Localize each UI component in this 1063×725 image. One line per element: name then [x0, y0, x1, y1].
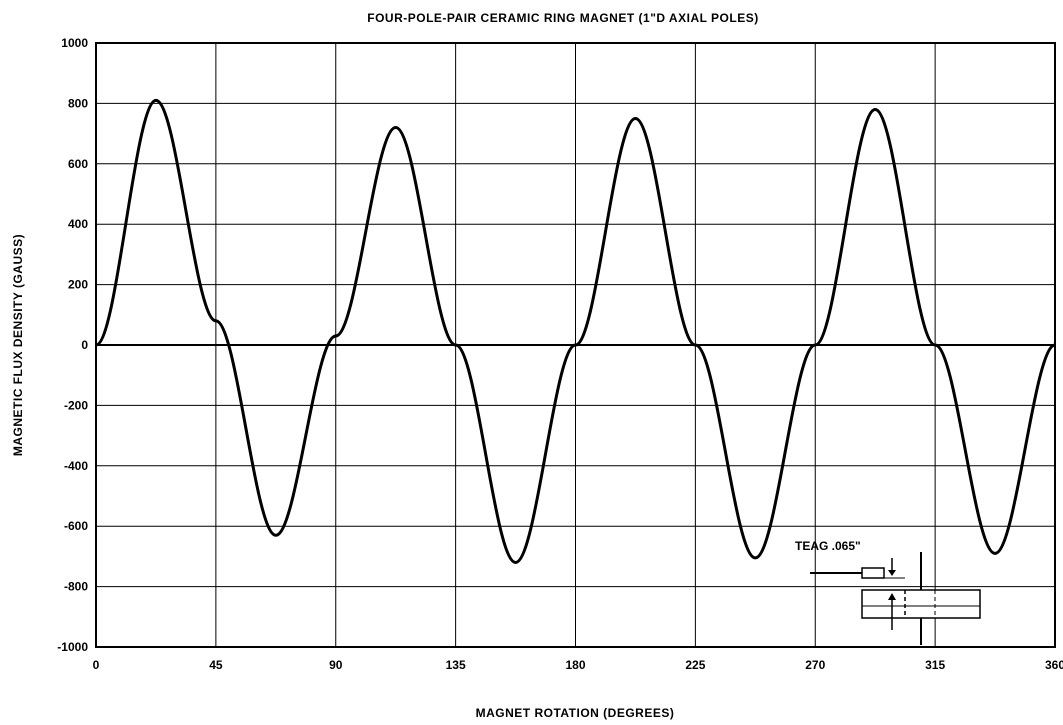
y-tick-label: 600: [68, 157, 88, 171]
y-tick-label: 1000: [61, 36, 88, 50]
sensor-diagram: TEAG .065": [795, 539, 981, 645]
x-tick-label: 180: [565, 658, 585, 672]
y-axis-label: MAGNETIC FLUX DENSITY (GAUSS): [11, 234, 25, 456]
x-tick-label: 225: [685, 658, 705, 672]
y-tick-label: 200: [68, 278, 88, 292]
x-tick-label: 315: [925, 658, 945, 672]
y-tick-label: 800: [68, 96, 88, 110]
x-tick-label: 90: [329, 658, 343, 672]
y-tick-label: -400: [64, 459, 88, 473]
y-tick-label: -800: [64, 580, 88, 594]
y-tick-label: 400: [68, 217, 88, 231]
y-tick-label: -200: [64, 398, 88, 412]
tick-labels: 1000 800 600 400 200 0 -200 -400 -600 -800 -1000 0 4…: [57, 36, 1063, 672]
y-tick-label: -600: [64, 519, 88, 533]
sensor-annotation: TEAG .065": [795, 539, 861, 553]
gap-arrowhead: [888, 593, 896, 600]
chart-title: FOUR-POLE-PAIR CERAMIC RING MAGNET (1"D …: [367, 11, 758, 25]
sensor-body: [861, 567, 885, 579]
magnet-ring: [861, 589, 981, 619]
y-tick-label: -1000: [57, 640, 88, 654]
x-tick-label: 0: [93, 658, 100, 672]
x-axis-label: MAGNET ROTATION (DEGREES): [476, 706, 675, 720]
series-group: [95, 98, 1056, 564]
y-tick-label: 0: [81, 338, 88, 352]
x-tick-label: 45: [209, 658, 223, 672]
annotation-arrowhead: [888, 570, 896, 576]
x-tick-label: 270: [805, 658, 825, 672]
x-tick-label: 135: [446, 658, 466, 672]
x-tick-label: 360: [1045, 658, 1063, 672]
